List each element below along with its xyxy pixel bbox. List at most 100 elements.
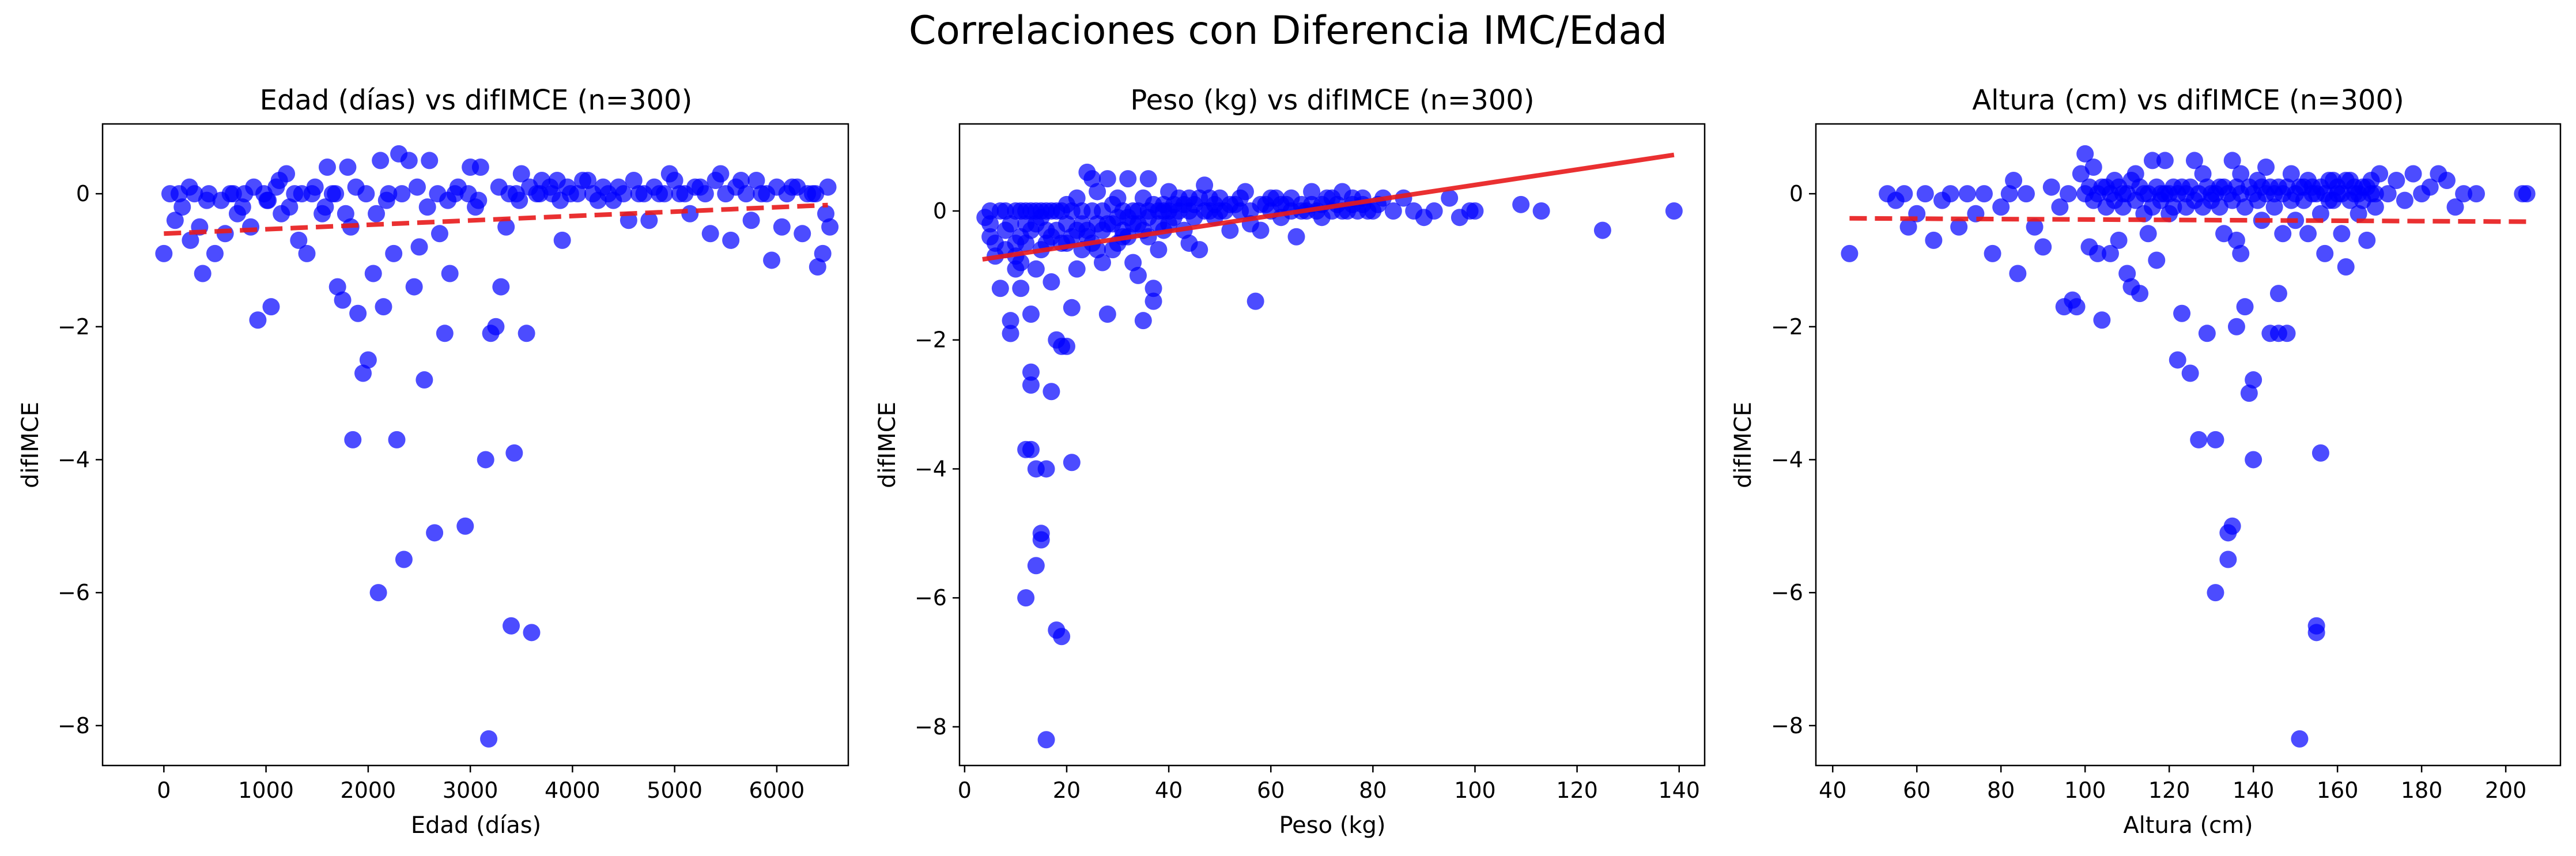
data-point xyxy=(375,298,392,316)
data-point xyxy=(436,325,454,342)
data-point xyxy=(1002,325,1019,342)
data-point xyxy=(1089,241,1106,259)
data-point xyxy=(426,524,444,542)
data-point xyxy=(456,517,474,535)
data-point xyxy=(359,351,377,369)
data-point xyxy=(1022,440,1040,458)
data-point xyxy=(821,218,839,236)
data-point xyxy=(2291,730,2309,748)
panel-0-points xyxy=(155,145,839,748)
data-point xyxy=(2455,185,2473,203)
data-point xyxy=(2131,285,2149,303)
data-point xyxy=(2000,185,2018,203)
data-point xyxy=(2311,444,2329,462)
y-tick-label: −6 xyxy=(915,585,947,610)
data-point xyxy=(293,185,311,203)
data-point xyxy=(2207,584,2224,602)
data-point xyxy=(1160,215,1178,233)
data-point xyxy=(518,325,535,342)
data-point xyxy=(1532,202,1550,220)
data-point xyxy=(2245,451,2263,469)
data-point xyxy=(290,231,308,249)
data-point xyxy=(249,311,267,329)
data-point xyxy=(2311,205,2329,223)
data-point xyxy=(233,198,251,216)
data-point xyxy=(1134,312,1152,330)
data-point xyxy=(2362,172,2380,190)
figure-suptitle: Correlaciones con Diferencia IMC/Edad xyxy=(908,8,1668,54)
data-point xyxy=(799,185,817,203)
data-point xyxy=(1012,280,1030,297)
data-point xyxy=(2169,351,2186,369)
data-point xyxy=(194,265,211,282)
data-point xyxy=(2350,205,2367,223)
data-point xyxy=(640,212,658,229)
data-point xyxy=(2245,371,2263,389)
data-point xyxy=(173,198,191,216)
data-point xyxy=(1053,628,1071,646)
data-point xyxy=(681,205,699,223)
data-point xyxy=(666,172,683,190)
data-point xyxy=(1992,198,2010,216)
data-point xyxy=(1057,337,1075,355)
data-point xyxy=(166,212,184,229)
x-tick-label: 200 xyxy=(2485,778,2527,803)
data-point xyxy=(2421,178,2439,196)
y-tick-label: −2 xyxy=(1771,314,1803,340)
x-tick-label: 0 xyxy=(157,778,171,803)
data-point xyxy=(1895,185,1913,203)
data-point xyxy=(773,218,791,236)
data-point xyxy=(2337,258,2355,276)
data-point xyxy=(1303,183,1321,201)
x-tick-label: 180 xyxy=(2401,778,2443,803)
data-point xyxy=(1950,218,1968,236)
data-point xyxy=(747,172,765,190)
data-point xyxy=(1037,731,1055,749)
data-point xyxy=(2017,185,2035,203)
data-point xyxy=(258,191,276,209)
panel-2-ylabel: difIMCE xyxy=(1730,402,1757,488)
data-point xyxy=(2278,325,2296,342)
data-point xyxy=(696,185,714,203)
data-point xyxy=(337,205,354,223)
data-point xyxy=(242,218,260,236)
data-point xyxy=(328,278,346,296)
data-point xyxy=(1841,244,1859,262)
data-point xyxy=(1191,241,1208,259)
x-tick-label: 1000 xyxy=(238,778,294,803)
data-point xyxy=(2034,238,2052,256)
data-point xyxy=(1139,170,1157,188)
data-point xyxy=(1104,241,1121,259)
data-point xyxy=(2388,172,2405,190)
data-point xyxy=(2185,152,2203,169)
x-tick-label: 3000 xyxy=(443,778,498,803)
panel-2: Altura (cm) vs difIMCE (n=300) Altura (c… xyxy=(1730,84,2562,839)
data-point xyxy=(2143,152,2161,169)
y-tick-label: −6 xyxy=(58,580,90,605)
data-point xyxy=(245,178,263,196)
data-point xyxy=(1384,202,1402,220)
data-point xyxy=(707,172,724,190)
data-point xyxy=(701,225,719,243)
data-point xyxy=(1899,218,1917,236)
data-point xyxy=(981,215,999,233)
data-point xyxy=(2299,225,2317,243)
data-point xyxy=(306,178,324,196)
data-point xyxy=(2101,244,2119,262)
data-point xyxy=(742,212,760,229)
x-tick-label: 120 xyxy=(1556,778,1598,803)
x-tick-label: 80 xyxy=(1359,778,1387,803)
data-point xyxy=(369,584,387,602)
data-point xyxy=(2518,185,2536,203)
trend-line xyxy=(164,202,828,236)
y-tick-label: 0 xyxy=(1789,181,1803,206)
x-tick-label: 140 xyxy=(2233,778,2275,803)
data-point xyxy=(2236,298,2254,316)
data-point xyxy=(2404,165,2422,183)
data-point xyxy=(262,298,280,316)
data-point xyxy=(372,152,390,169)
data-point xyxy=(2093,311,2111,329)
data-point xyxy=(1027,260,1045,278)
